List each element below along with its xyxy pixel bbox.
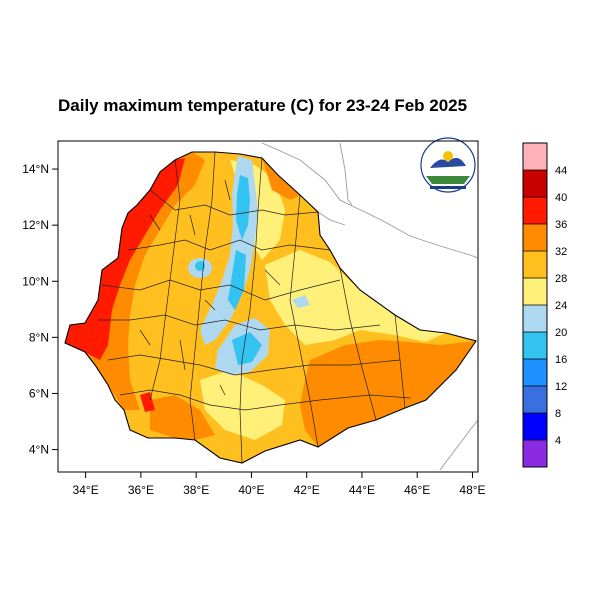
y-tick-label: 14°N xyxy=(22,162,49,176)
colorbar-box xyxy=(523,170,547,197)
x-tick-label: 44°E xyxy=(349,483,375,497)
colorbar-box xyxy=(523,440,547,467)
admin-boundaries xyxy=(98,152,411,463)
x-tick-label: 34°E xyxy=(73,483,99,497)
colorbar-box xyxy=(523,413,547,440)
x-tick-label: 38°E xyxy=(183,483,209,497)
colorbar-label: 8 xyxy=(555,408,561,420)
meteorology-agency-logo-icon xyxy=(420,137,476,193)
y-tick-label: 4°N xyxy=(29,443,49,457)
x-tick-label: 48°E xyxy=(459,483,485,497)
y-axis: 4°N 6°N 8°N 10°N 12°N 14°N xyxy=(22,162,58,457)
x-tick-label: 40°E xyxy=(238,483,264,497)
colorbar-label: 40 xyxy=(555,192,567,204)
neighbor-borders xyxy=(261,142,478,471)
colorbar-label: 20 xyxy=(555,327,567,339)
y-tick-label: 8°N xyxy=(29,330,49,344)
colorbar-box xyxy=(523,224,547,251)
y-tick-label: 12°N xyxy=(22,218,49,232)
x-axis: 34°E 36°E 38°E 40°E 42°E 44°E 46°E 48°E xyxy=(73,472,486,497)
zone-warm-south xyxy=(150,395,215,440)
colorbar-label: 32 xyxy=(555,246,567,258)
colorbar-label: 44 xyxy=(555,165,567,177)
map-title: Daily maximum temperature (C) for 23-24 … xyxy=(58,96,468,115)
colorbar-label: 24 xyxy=(555,300,567,312)
colorbar-box xyxy=(523,305,547,332)
zone-cold-central xyxy=(228,250,246,310)
ethiopia-outline xyxy=(64,151,477,464)
zone-hot-southwest xyxy=(140,392,155,412)
colorbar: 4 8 12 16 20 24 28 32 36 40 44 xyxy=(522,142,567,468)
colorbar-box xyxy=(523,197,547,224)
plot-frame xyxy=(57,140,479,473)
zone-cold-lake xyxy=(195,261,205,271)
colorbar-label: 28 xyxy=(555,273,567,285)
zone-cold-south xyxy=(232,332,262,365)
zone-cold-north xyxy=(236,175,250,240)
colorbar-label: 4 xyxy=(555,435,561,447)
y-tick-label: 6°N xyxy=(29,386,49,400)
colorbar-box xyxy=(523,332,547,359)
y-tick-label: 10°N xyxy=(22,274,49,288)
colorbar-box xyxy=(523,386,547,413)
zone-highland-east xyxy=(292,295,310,308)
zone-warm-southeast xyxy=(300,340,476,447)
x-tick-label: 42°E xyxy=(294,483,320,497)
colorbar-label: 16 xyxy=(555,354,567,366)
colorbar-box xyxy=(523,278,547,305)
colorbar-label: 12 xyxy=(555,381,567,393)
zone-hot-west xyxy=(65,158,185,360)
colorbar-box xyxy=(523,359,547,386)
colorbar-box xyxy=(523,251,547,278)
colorbar-box xyxy=(523,143,547,170)
x-tick-label: 36°E xyxy=(128,483,154,497)
x-tick-label: 46°E xyxy=(404,483,430,497)
zone-cool-yellow-east xyxy=(265,250,446,345)
colorbar-label: 36 xyxy=(555,219,567,231)
